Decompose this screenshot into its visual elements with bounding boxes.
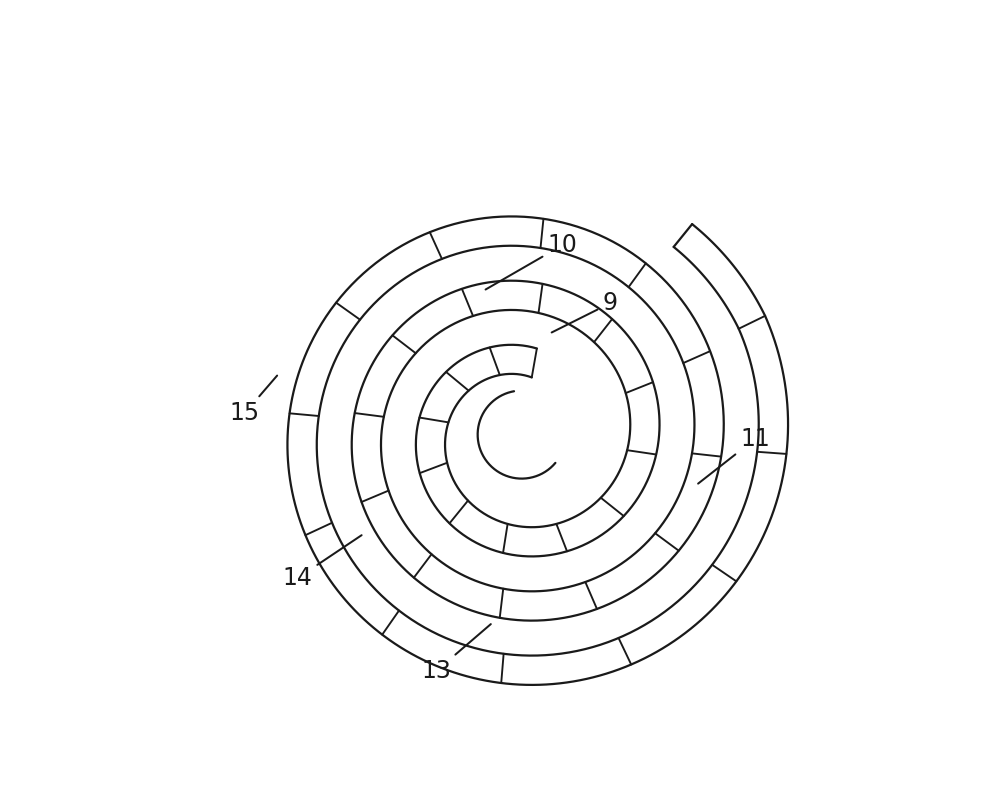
Text: 13: 13 [421,624,491,683]
Text: 9: 9 [552,291,618,333]
Text: 14: 14 [282,535,362,590]
Text: 15: 15 [230,376,277,426]
Text: 10: 10 [486,233,578,290]
Text: 11: 11 [698,427,770,484]
